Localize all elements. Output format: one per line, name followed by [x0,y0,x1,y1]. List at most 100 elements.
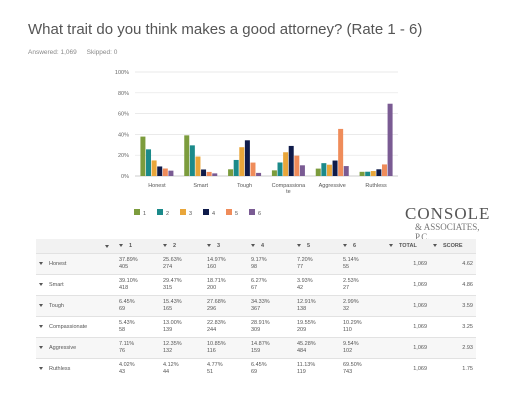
bar [233,159,239,176]
bar [189,145,195,176]
cell-percent: 19.55% [297,320,316,326]
sort-arrow-icon[interactable] [163,244,167,248]
column-header-label: 3 [217,243,221,249]
cell-count: 43 [119,369,126,375]
cell-count: 274 [163,264,173,270]
legend-swatch [226,209,232,215]
rating-cell: 25.63% 274 [160,253,204,275]
bar [332,160,338,176]
row-label-cell[interactable]: Smart [36,274,116,296]
y-tick-label: 100% [115,70,129,76]
cell-count: 44 [163,369,170,375]
rating-cell: 14.87% 159 [248,337,294,359]
cell-percent: 14.87% [251,341,270,347]
score-cell: 1.75 [430,358,476,379]
rating-cell: 14.97% 160 [204,253,248,275]
cell-percent: 22.83% [207,320,226,326]
column-header-4[interactable]: 4 [248,239,294,254]
cell-percent: 45.28% [297,341,316,347]
row-label-cell[interactable]: Aggressive [36,337,116,359]
column-header-5[interactable]: 5 [294,239,340,254]
cell-percent: 6.45% [119,299,135,305]
cell-percent: 4.12% [163,362,179,368]
row-label-cell[interactable]: Ruthless [36,358,116,379]
bar [239,147,245,176]
cell-count: 58 [119,327,126,333]
total-cell: 1,069 [386,253,430,275]
bar [157,166,163,176]
sort-arrow-icon[interactable] [119,244,123,248]
cell-percent: 12.91% [297,299,316,305]
bar [365,171,371,176]
cell-percent: 37.89% [119,257,138,263]
bar [256,172,262,176]
rating-cell: 39.10% 418 [116,274,160,296]
rating-cell: 9.54% 102 [340,337,386,359]
row-label-cell[interactable]: Compassionate [36,316,116,338]
cell-count: 55 [343,264,350,270]
cell-percent: 7.11% [119,341,135,347]
sort-arrow-icon[interactable] [251,244,255,248]
row-expand-icon[interactable] [39,346,43,350]
column-header-3[interactable]: 3 [204,239,248,254]
column-header-score[interactable]: SCORE [430,239,476,254]
bar [244,140,250,176]
cell-count: 32 [343,306,350,312]
row-label-cell[interactable]: Tough [36,295,116,317]
column-header-total[interactable]: TOTAL [386,239,430,254]
sort-arrow-icon[interactable] [343,244,347,248]
row-expand-icon[interactable] [39,262,43,266]
header-sort-toggle[interactable] [36,239,116,254]
column-header-6[interactable]: 6 [340,239,386,254]
rating-cell: 5.43% 58 [116,316,160,338]
row-label: Tough [49,303,64,309]
sort-arrow-icon[interactable] [389,244,393,248]
row-expand-icon[interactable] [39,367,43,371]
rating-cell: 15.43% 165 [160,295,204,317]
row-label: Ruthless [49,366,71,372]
bar [321,163,327,176]
cell-count: 484 [297,348,307,354]
rating-cell: 29.47% 315 [160,274,204,296]
rating-cell: 37.89% 405 [116,253,160,275]
legend-swatch [180,209,186,215]
sort-arrow-icon[interactable] [433,244,437,248]
legend-label: 5 [235,211,238,217]
rating-cell: 11.13% 119 [294,358,340,379]
legend-swatch [134,209,140,215]
rating-cell: 45.28% 484 [294,337,340,359]
row-label-cell[interactable]: Honest [36,253,116,275]
bar [184,135,190,176]
column-header-2[interactable]: 2 [160,239,204,254]
skipped-count: Skipped: 0 [86,49,118,56]
cell-count: 367 [251,306,261,312]
row-expand-icon[interactable] [39,325,43,329]
cell-count: 98 [251,264,258,270]
sort-arrow-icon[interactable] [105,245,109,248]
y-tick-label: 60% [118,112,129,118]
cell-percent: 28.91% [251,320,270,326]
column-header-label: 1 [129,243,133,249]
table-header-row: 1 2 3 4 5 6 TOTAL SCORE [36,239,476,254]
cell-percent: 29.47% [163,278,182,284]
sort-arrow-icon[interactable] [297,244,301,248]
rating-cell: 6.45% 69 [116,295,160,317]
column-header-1[interactable]: 1 [116,239,160,254]
sort-arrow-icon[interactable] [207,244,211,248]
table-row: Aggressive 7.11% 76 12.35% 132 10.85% 116 14.87… [36,337,476,359]
rating-cell: 10.29% 110 [340,316,386,338]
cell-count: 110 [343,327,352,333]
column-header-label: 6 [353,243,357,249]
row-expand-icon[interactable] [39,304,43,308]
page-title: What trait do you think makes a good att… [28,21,423,38]
bar [294,155,300,176]
total-cell: 1,069 [386,316,430,338]
rating-cell: 4.77% 51 [204,358,248,379]
bar [228,169,234,176]
bar [370,171,376,176]
rating-cell: 12.91% 138 [294,295,340,317]
rating-cell: 27.68% 296 [204,295,248,317]
cell-count: 77 [297,264,304,270]
row-expand-icon[interactable] [39,283,43,287]
cell-count: 418 [119,285,129,291]
